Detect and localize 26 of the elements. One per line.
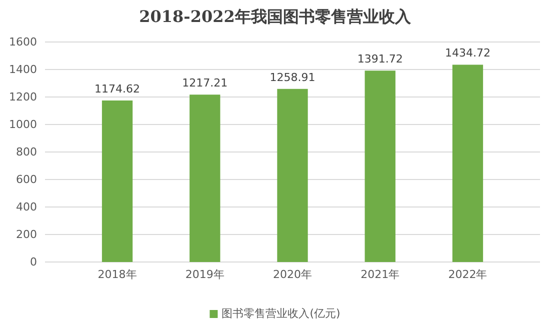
x-tick-label: 2022年 (448, 268, 488, 281)
data-label: 1434.72 (444, 46, 490, 60)
chart-title: 2018-2022年我国图书零售营业收入 (139, 7, 412, 26)
y-tick-label: 1400 (9, 63, 37, 76)
x-tick-label: 2018年 (98, 268, 137, 281)
data-label: 1174.62 (94, 82, 140, 96)
bar (190, 94, 220, 262)
y-tick-label: 200 (16, 228, 37, 242)
bar (452, 64, 484, 262)
bar (102, 100, 133, 262)
y-tick-label: 1200 (9, 90, 37, 104)
data-label: 1258.91 (270, 70, 316, 84)
x-tick-label: 2019年 (185, 268, 224, 281)
y-tick-label: 600 (16, 173, 37, 186)
data-label: 1391.72 (357, 52, 403, 66)
y-tick-label: 1000 (9, 118, 37, 132)
data-label: 1217.21 (182, 76, 228, 90)
bar (364, 70, 396, 262)
x-tick-label: 2020年 (273, 268, 312, 281)
x-tick-label: 2021年 (360, 268, 400, 281)
y-tick-label: 400 (16, 200, 37, 214)
y-tick-label: 0 (30, 256, 37, 269)
y-tick-label: 800 (16, 146, 37, 159)
legend-label: 图书零售营业收入(亿元) (222, 307, 340, 320)
bar (277, 88, 308, 262)
y-tick-label: 1600 (9, 36, 37, 49)
